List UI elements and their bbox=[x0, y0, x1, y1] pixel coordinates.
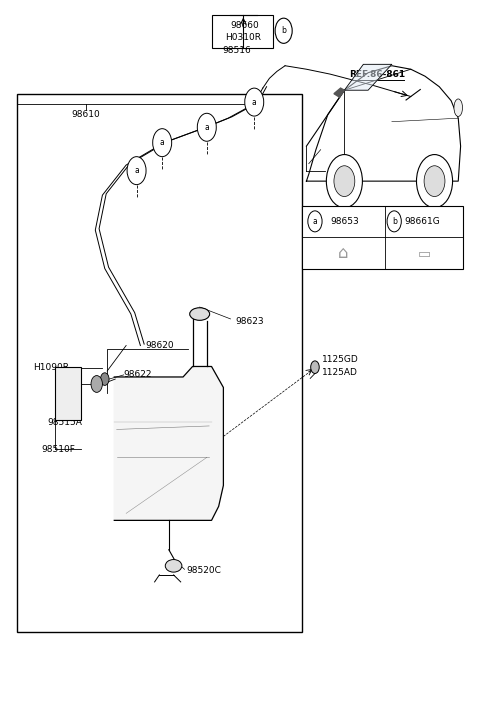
Polygon shape bbox=[306, 66, 461, 181]
Text: 98661G: 98661G bbox=[405, 217, 440, 226]
Text: 98610: 98610 bbox=[72, 110, 100, 119]
Bar bbox=[17, 94, 301, 632]
Text: 98510F: 98510F bbox=[42, 445, 75, 453]
Text: a: a bbox=[312, 217, 317, 226]
Text: b: b bbox=[281, 26, 286, 35]
Text: 98515A: 98515A bbox=[48, 418, 83, 427]
Text: b: b bbox=[392, 217, 396, 226]
Circle shape bbox=[153, 129, 172, 157]
Circle shape bbox=[334, 166, 355, 197]
Text: 1125AD: 1125AD bbox=[322, 367, 358, 376]
Text: 98623: 98623 bbox=[235, 317, 264, 326]
Circle shape bbox=[387, 211, 401, 232]
Circle shape bbox=[311, 361, 319, 374]
Text: a: a bbox=[160, 138, 165, 147]
Text: 98516: 98516 bbox=[222, 46, 251, 55]
Text: 1125GD: 1125GD bbox=[322, 355, 359, 364]
Text: 98620: 98620 bbox=[145, 341, 174, 350]
Polygon shape bbox=[334, 88, 344, 97]
Polygon shape bbox=[114, 367, 223, 520]
Text: 98660: 98660 bbox=[230, 20, 259, 30]
Ellipse shape bbox=[190, 308, 210, 320]
Text: a: a bbox=[252, 97, 257, 106]
Circle shape bbox=[275, 18, 292, 43]
Bar bbox=[301, 206, 463, 269]
Text: ▭: ▭ bbox=[417, 246, 431, 260]
Text: ⌂: ⌂ bbox=[338, 244, 348, 262]
Circle shape bbox=[197, 114, 216, 141]
Bar bbox=[55, 367, 81, 419]
Text: H0310R: H0310R bbox=[225, 33, 261, 42]
Text: a: a bbox=[204, 123, 209, 132]
Circle shape bbox=[326, 154, 362, 208]
Circle shape bbox=[417, 154, 453, 208]
Circle shape bbox=[100, 373, 109, 386]
Text: 98653: 98653 bbox=[330, 217, 359, 226]
Circle shape bbox=[127, 157, 146, 185]
Text: 98622: 98622 bbox=[124, 370, 152, 379]
Text: H1090R: H1090R bbox=[34, 363, 70, 372]
Text: 98520C: 98520C bbox=[187, 566, 222, 575]
Text: a: a bbox=[134, 166, 139, 175]
Polygon shape bbox=[344, 64, 392, 90]
Ellipse shape bbox=[454, 99, 463, 116]
Text: REF.86-861: REF.86-861 bbox=[349, 70, 406, 79]
Circle shape bbox=[308, 211, 322, 232]
Circle shape bbox=[245, 88, 264, 116]
Ellipse shape bbox=[165, 560, 182, 572]
Circle shape bbox=[424, 166, 445, 197]
Circle shape bbox=[91, 376, 102, 393]
Bar bbox=[212, 15, 273, 48]
